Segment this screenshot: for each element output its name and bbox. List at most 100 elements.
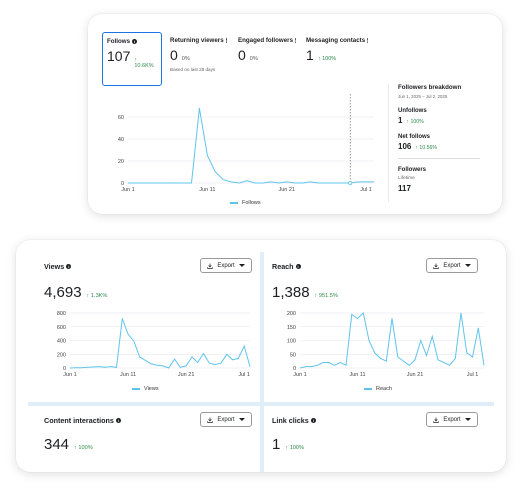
data-point: [175, 182, 177, 184]
export-label: Export: [217, 262, 235, 269]
data-point: [151, 182, 153, 184]
content-interactions-value-row: 344 ↑ 100%: [44, 436, 93, 453]
metric-label-text: Follows: [107, 38, 131, 45]
arrow-up-icon: ↑: [317, 56, 323, 62]
data-point: [351, 313, 353, 315]
arrow-up-icon: ↑: [285, 445, 290, 451]
export-label: Export: [443, 262, 461, 269]
follows-legend: Follows: [230, 200, 261, 206]
info-icon[interactable]: i: [367, 38, 369, 43]
views-title-row: Views i: [44, 262, 72, 271]
x-tick-label: Jun 11: [120, 372, 136, 378]
data-point: [341, 182, 343, 184]
reach-value: 1,388: [272, 284, 310, 301]
content-interactions-change: ↑ 100%: [74, 445, 93, 451]
info-icon[interactable]: i: [310, 418, 316, 423]
net-follows-change-text: 10.56%: [419, 145, 438, 151]
data-point: [316, 364, 318, 366]
metric-engaged-followers[interactable]: Engaged followers i 0 0%: [234, 32, 298, 86]
data-point: [230, 181, 232, 183]
data-point: [179, 366, 181, 368]
arrow-up-icon: ↑: [86, 293, 91, 299]
metric-value: 0: [170, 47, 178, 63]
data-point: [127, 333, 129, 335]
y-tick-label: 800: [57, 311, 66, 317]
data-point: [454, 357, 456, 359]
info-icon[interactable]: i: [66, 264, 72, 269]
link-clicks-panel: Link clicks i Export 1 ↑ 100%: [264, 240, 494, 472]
data-point: [397, 356, 399, 358]
data-point: [92, 366, 94, 368]
net-follows-change: ↑ 10.56%: [415, 145, 437, 151]
x-tick-label: Jul 1: [360, 187, 372, 193]
reach-value-row: 1,388 ↑ 951.5%: [272, 284, 338, 301]
data-point: [98, 366, 100, 368]
metric-change-text: 0%: [249, 56, 258, 62]
breakdown-separator: [388, 84, 389, 202]
data-point: [121, 318, 123, 319]
y-tick-label: 200: [57, 352, 66, 358]
download-icon: [207, 417, 214, 423]
reach-legend: Reach: [364, 386, 392, 392]
arrow-up-icon: ↑: [74, 445, 79, 451]
views-title: Views: [44, 262, 65, 271]
metric-value: 1: [306, 47, 314, 63]
data-point: [133, 340, 135, 342]
x-tick-label: Jun 11: [199, 187, 215, 193]
metric-change: ↑ 100%: [318, 56, 336, 62]
metric-label-text: Returning viewers: [170, 37, 224, 44]
arrow-up-icon: ↑: [134, 57, 138, 63]
legend-swatch: [132, 388, 140, 390]
unfollows-value-row: 1 ↑ 100%: [398, 116, 490, 125]
metric-follows[interactable]: Follows i 107 ↑ 10.6K%: [102, 32, 162, 86]
data-point: [328, 362, 330, 363]
data-point: [81, 367, 83, 369]
data-point: [104, 366, 106, 368]
metric-returning-viewers[interactable]: Returning viewers i 0 0% Based on last 28 da…: [166, 32, 230, 86]
metric-change: 0%: [182, 56, 190, 62]
data-point: [322, 362, 324, 363]
views-export-button[interactable]: Export: [200, 258, 252, 273]
metric-value: 0: [238, 47, 246, 63]
content-interactions-change-text: 100%: [78, 445, 93, 451]
x-tick-label: Jun 21: [178, 372, 195, 378]
content-interactions-export-button[interactable]: Export: [200, 412, 252, 427]
y-tick-label: 600: [57, 325, 66, 331]
info-icon[interactable]: i: [132, 39, 138, 44]
legend-label: Reach: [376, 386, 392, 392]
data-point: [139, 356, 141, 358]
info-icon[interactable]: i: [295, 38, 297, 43]
net-follows-value-row: 106 ↑ 10.56%: [398, 142, 490, 151]
data-point: [162, 365, 164, 367]
reach-export-button[interactable]: Export: [426, 258, 478, 273]
unfollows-change: ↑ 100%: [406, 119, 423, 125]
info-icon[interactable]: i: [225, 38, 227, 43]
data-point: [477, 327, 479, 329]
y-tick-label: 20: [118, 159, 124, 165]
y-tick-label: 400: [57, 339, 66, 345]
arrow-up-icon: ↑: [415, 145, 420, 151]
data-point: [483, 364, 485, 366]
link-clicks-change-text: 100%: [289, 445, 305, 451]
data-point: [254, 182, 256, 184]
legend-swatch: [230, 202, 238, 204]
data-point: [220, 362, 222, 364]
info-icon[interactable]: i: [115, 418, 121, 423]
metric-label-text: Engaged followers: [238, 37, 294, 44]
metric-label: Follows i: [107, 38, 157, 45]
data-point: [357, 318, 358, 319]
content-interactions-title-row: Content interactions i: [44, 416, 121, 425]
data-point: [420, 340, 422, 341]
link-clicks-export-button[interactable]: Export: [426, 412, 478, 427]
metric-messaging-contacts[interactable]: Messaging contacts i 1 ↑ 100%: [302, 32, 369, 86]
data-point: [87, 366, 88, 368]
data-point: [191, 182, 192, 184]
data-point: [362, 312, 364, 314]
data-point: [310, 181, 311, 183]
arrow-up-icon: ↑: [314, 293, 319, 299]
data-point: [449, 364, 450, 366]
legend-label: Views: [144, 386, 159, 392]
info-icon[interactable]: i: [295, 264, 301, 269]
data-point: [214, 171, 216, 173]
views-panel: Views i Export 4,693 ↑ 1.3K% 0 200 400 600 800…: [34, 240, 260, 402]
